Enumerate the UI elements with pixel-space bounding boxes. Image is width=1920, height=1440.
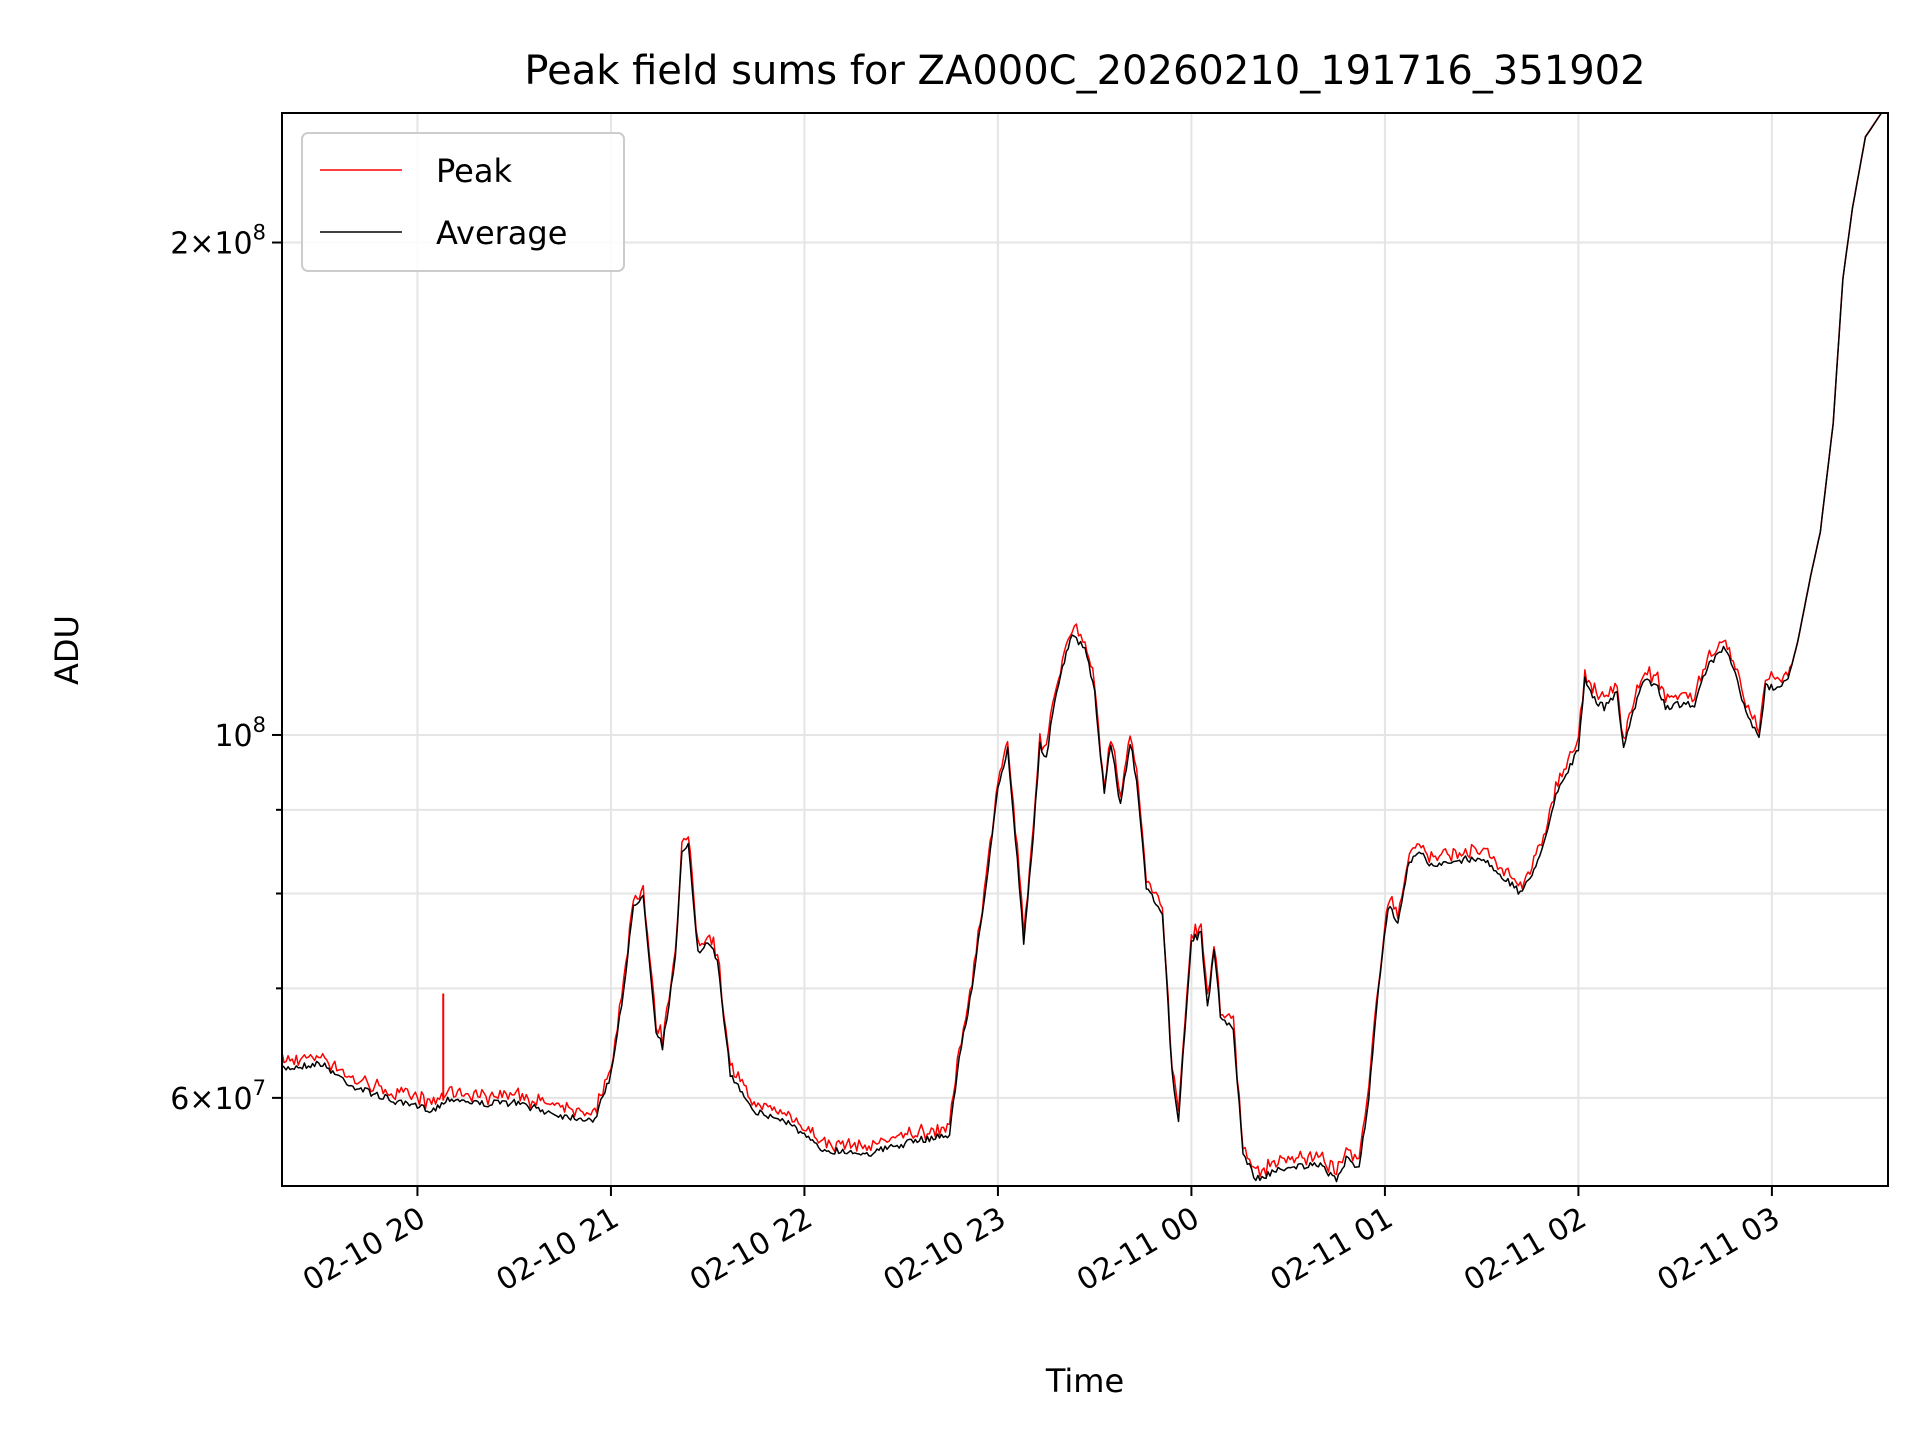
y-tick-label: 2×108 xyxy=(170,221,266,262)
grid xyxy=(282,113,1888,1186)
chart-title: Peak field sums for ZA000C_20260210_1917… xyxy=(524,48,1645,94)
legend-label-average: Average xyxy=(436,214,567,252)
legend-label-peak: Peak xyxy=(436,152,512,190)
legend-box xyxy=(301,132,625,272)
series-area xyxy=(282,113,1883,1183)
y-tick-label: 6×107 xyxy=(170,1076,266,1117)
series-line-average xyxy=(282,113,1883,1183)
x-axis-label: Time xyxy=(1045,1362,1124,1400)
y-tick-label: 108 xyxy=(214,713,266,754)
y-axis-ticks: 6×107 108 2×108 xyxy=(170,221,282,1117)
series-line-peak xyxy=(282,113,1883,1178)
legend: Peak Average xyxy=(301,132,625,272)
plot-frame xyxy=(281,112,1889,1187)
y-axis-label: ADU xyxy=(48,615,86,685)
